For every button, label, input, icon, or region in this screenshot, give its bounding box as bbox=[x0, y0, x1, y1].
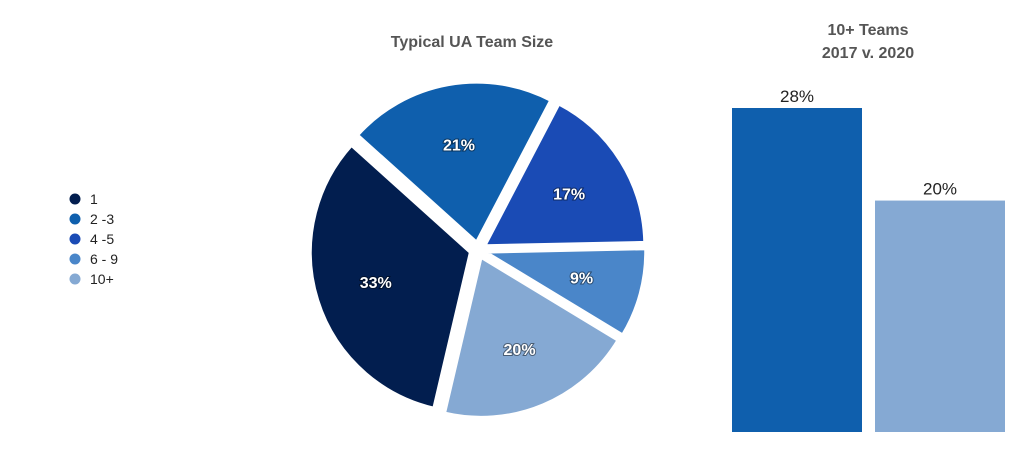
pie-chart-title: Typical UA Team Size bbox=[391, 34, 554, 51]
bar-2020 bbox=[875, 200, 1005, 432]
pie-legend: 1 2 -3 4 -5 6 - 9 10+ bbox=[69, 191, 118, 287]
pie-slice-label: 20% bbox=[504, 342, 536, 359]
pie-slice bbox=[355, 80, 553, 245]
legend-marker bbox=[69, 193, 81, 205]
bar-chart-title: 10+ Teams bbox=[827, 22, 908, 39]
legend-label: 4 -5 bbox=[90, 231, 114, 247]
pie-slice-label: 33% bbox=[360, 275, 392, 292]
pie-slice bbox=[442, 255, 621, 419]
pie-chart: 21% 17% 9% 20% 33% bbox=[308, 80, 648, 419]
legend-label: 2 -3 bbox=[90, 211, 114, 227]
legend-label: 1 bbox=[90, 191, 98, 207]
legend-label: 10+ bbox=[90, 271, 114, 287]
legend-marker bbox=[69, 233, 81, 245]
bar-value-label: 28% bbox=[780, 87, 814, 106]
bar-chart-title: 2017 v. 2020 bbox=[822, 45, 914, 62]
pie-slice-label: 21% bbox=[443, 137, 475, 154]
pie-slice bbox=[308, 143, 473, 410]
pie-slice-label: 17% bbox=[553, 187, 585, 204]
bar-2017 bbox=[732, 108, 862, 432]
pie-slice bbox=[480, 247, 648, 338]
pie-slice bbox=[482, 101, 647, 248]
legend-label: 6 - 9 bbox=[90, 251, 118, 267]
legend-marker bbox=[69, 253, 81, 265]
legend-marker bbox=[69, 213, 81, 225]
bar-value-label: 20% bbox=[923, 180, 957, 199]
legend-marker bbox=[69, 273, 81, 285]
bar-chart: 10+ Teams 2017 v. 2020 28% 20% bbox=[732, 22, 1005, 432]
pie-slice-label: 9% bbox=[570, 271, 593, 288]
